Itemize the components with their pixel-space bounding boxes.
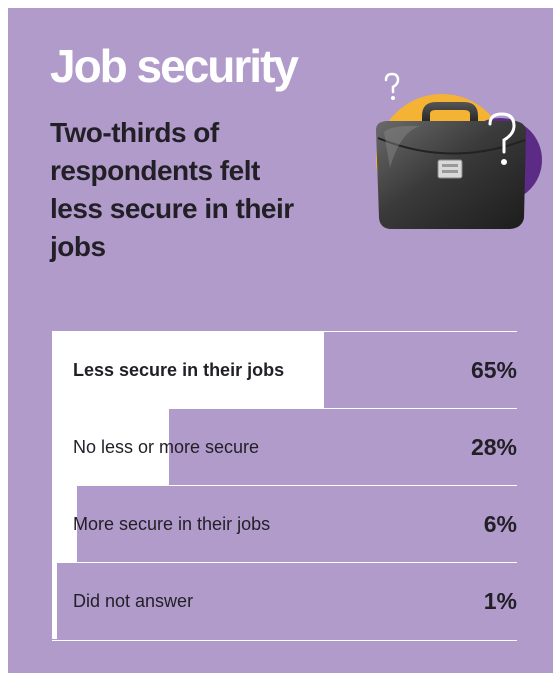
bar-row: No less or more secure 28% — [52, 408, 517, 485]
chart-bottom-rule — [52, 640, 517, 641]
bar-value-label: 65% — [470, 356, 517, 383]
bar-value-label: 1% — [483, 587, 517, 614]
bar-value-label: 28% — [470, 433, 517, 460]
page-title: Job security — [50, 40, 299, 92]
bar — [52, 332, 325, 408]
bar-row: More secure in their jobs 6% — [52, 485, 517, 562]
question-mark-small — [384, 72, 400, 94]
bar-category-label: No less or more secure — [73, 436, 260, 457]
bar-category-label: Did not answer — [73, 590, 194, 611]
briefcase-handle — [422, 102, 478, 124]
briefcase-flap — [377, 137, 526, 155]
bar — [52, 486, 78, 562]
bar-chart: Less secure in their jobs 65% No less or m… — [52, 330, 517, 641]
briefcase-with-question-marks-icon — [376, 72, 542, 229]
question-mark-large — [488, 112, 516, 154]
briefcase-clasp — [437, 159, 463, 179]
bar — [52, 563, 57, 639]
bar-value-label: 6% — [483, 510, 517, 537]
bar-row: Did not answer 1% — [52, 562, 517, 639]
page-subtitle: Two-thirds of respondents felt less secu… — [50, 117, 294, 262]
bar — [52, 409, 170, 485]
bar-category-label: More secure in their jobs — [73, 513, 271, 534]
bar-row: Less secure in their jobs 65% — [52, 331, 517, 408]
bar-category-label: Less secure in their jobs — [73, 359, 285, 380]
infographic-card: Job security Two-thirds of respondents f… — [8, 8, 553, 673]
